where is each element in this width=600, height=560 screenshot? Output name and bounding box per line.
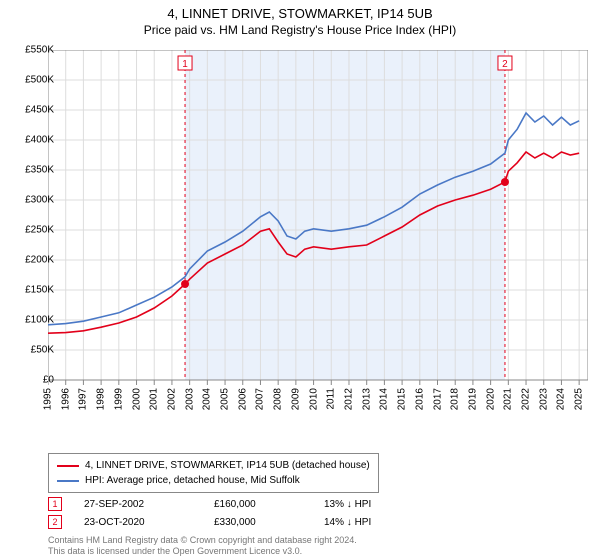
page-subtitle: Price paid vs. HM Land Registry's House … <box>0 23 600 37</box>
y-axis-label: £250K <box>8 225 54 236</box>
x-axis-label: 2014 <box>379 388 390 410</box>
x-axis-label: 2025 <box>574 388 585 410</box>
y-axis-label: £50K <box>8 345 54 356</box>
x-axis-label: 2013 <box>361 388 372 410</box>
y-axis-label: £550K <box>8 45 54 56</box>
x-axis-label: 1998 <box>96 388 107 410</box>
sale-marker: 2 <box>48 515 62 529</box>
x-axis-label: 2004 <box>202 388 213 410</box>
x-axis-label: 2006 <box>237 388 248 410</box>
x-axis-label: 1999 <box>113 388 124 410</box>
legend-label: 4, LINNET DRIVE, STOWMARKET, IP14 5UB (d… <box>85 458 370 473</box>
price-chart: 12 <box>48 50 588 410</box>
x-axis-label: 2003 <box>184 388 195 410</box>
x-axis-label: 2011 <box>326 388 337 410</box>
x-axis-label: 2020 <box>485 388 496 410</box>
x-axis-label: 1996 <box>60 388 71 410</box>
sale-date: 27-SEP-2002 <box>84 499 214 510</box>
legend-row: 4, LINNET DRIVE, STOWMARKET, IP14 5UB (d… <box>57 458 370 473</box>
legend: 4, LINNET DRIVE, STOWMARKET, IP14 5UB (d… <box>48 453 379 493</box>
sales-table: 1 27-SEP-2002£160,00013% ↓ HPI 2 23-OCT-202… <box>48 495 568 531</box>
x-axis-label: 2007 <box>255 388 266 410</box>
sale-price: £160,000 <box>214 499 324 510</box>
y-axis-label: £500K <box>8 75 54 86</box>
legend-swatch <box>57 465 79 467</box>
x-axis-label: 2012 <box>343 388 354 410</box>
x-axis-label: 2015 <box>397 388 408 410</box>
x-axis-label: 2005 <box>220 388 231 410</box>
x-axis-label: 2000 <box>131 388 142 410</box>
sale-marker: 1 <box>48 497 62 511</box>
y-axis-label: £200K <box>8 255 54 266</box>
x-axis-label: 2018 <box>450 388 461 410</box>
x-axis-label: 2023 <box>538 388 549 410</box>
y-axis-label: £450K <box>8 105 54 116</box>
x-axis-label: 2016 <box>414 388 425 410</box>
y-axis-label: £300K <box>8 195 54 206</box>
y-axis-label: £100K <box>8 315 54 326</box>
y-axis-label: £150K <box>8 285 54 296</box>
y-axis-label: £400K <box>8 135 54 146</box>
legend-row: HPI: Average price, detached house, Mid … <box>57 473 370 488</box>
sale-row: 1 27-SEP-2002£160,00013% ↓ HPI <box>48 495 568 513</box>
y-axis-label: £0 <box>8 375 54 386</box>
sale-date: 23-OCT-2020 <box>84 517 214 528</box>
page-title: 4, LINNET DRIVE, STOWMARKET, IP14 5UB <box>0 6 600 21</box>
footnote: Contains HM Land Registry data © Crown c… <box>48 535 357 558</box>
y-axis-label: £350K <box>8 165 54 176</box>
sale-delta: 14% ↓ HPI <box>324 517 444 528</box>
x-axis-label: 1995 <box>43 388 54 410</box>
legend-label: HPI: Average price, detached house, Mid … <box>85 473 300 488</box>
x-axis-label: 2010 <box>308 388 319 410</box>
x-axis-label: 2024 <box>556 388 567 410</box>
x-axis-label: 2019 <box>467 388 478 410</box>
x-axis-label: 2021 <box>503 388 514 410</box>
sale-delta: 13% ↓ HPI <box>324 499 444 510</box>
x-axis-label: 2008 <box>273 388 284 410</box>
x-axis-label: 2022 <box>521 388 532 410</box>
footnote-line: This data is licensed under the Open Gov… <box>48 546 357 557</box>
svg-text:1: 1 <box>182 59 188 70</box>
x-axis-label: 2009 <box>290 388 301 410</box>
sale-row: 2 23-OCT-2020£330,00014% ↓ HPI <box>48 513 568 531</box>
x-axis-label: 2017 <box>432 388 443 410</box>
sale-price: £330,000 <box>214 517 324 528</box>
x-axis-label: 2001 <box>149 388 160 410</box>
svg-text:2: 2 <box>502 59 508 70</box>
legend-swatch <box>57 480 79 482</box>
x-axis-label: 2002 <box>166 388 177 410</box>
x-axis-label: 1997 <box>78 388 89 410</box>
footnote-line: Contains HM Land Registry data © Crown c… <box>48 535 357 546</box>
